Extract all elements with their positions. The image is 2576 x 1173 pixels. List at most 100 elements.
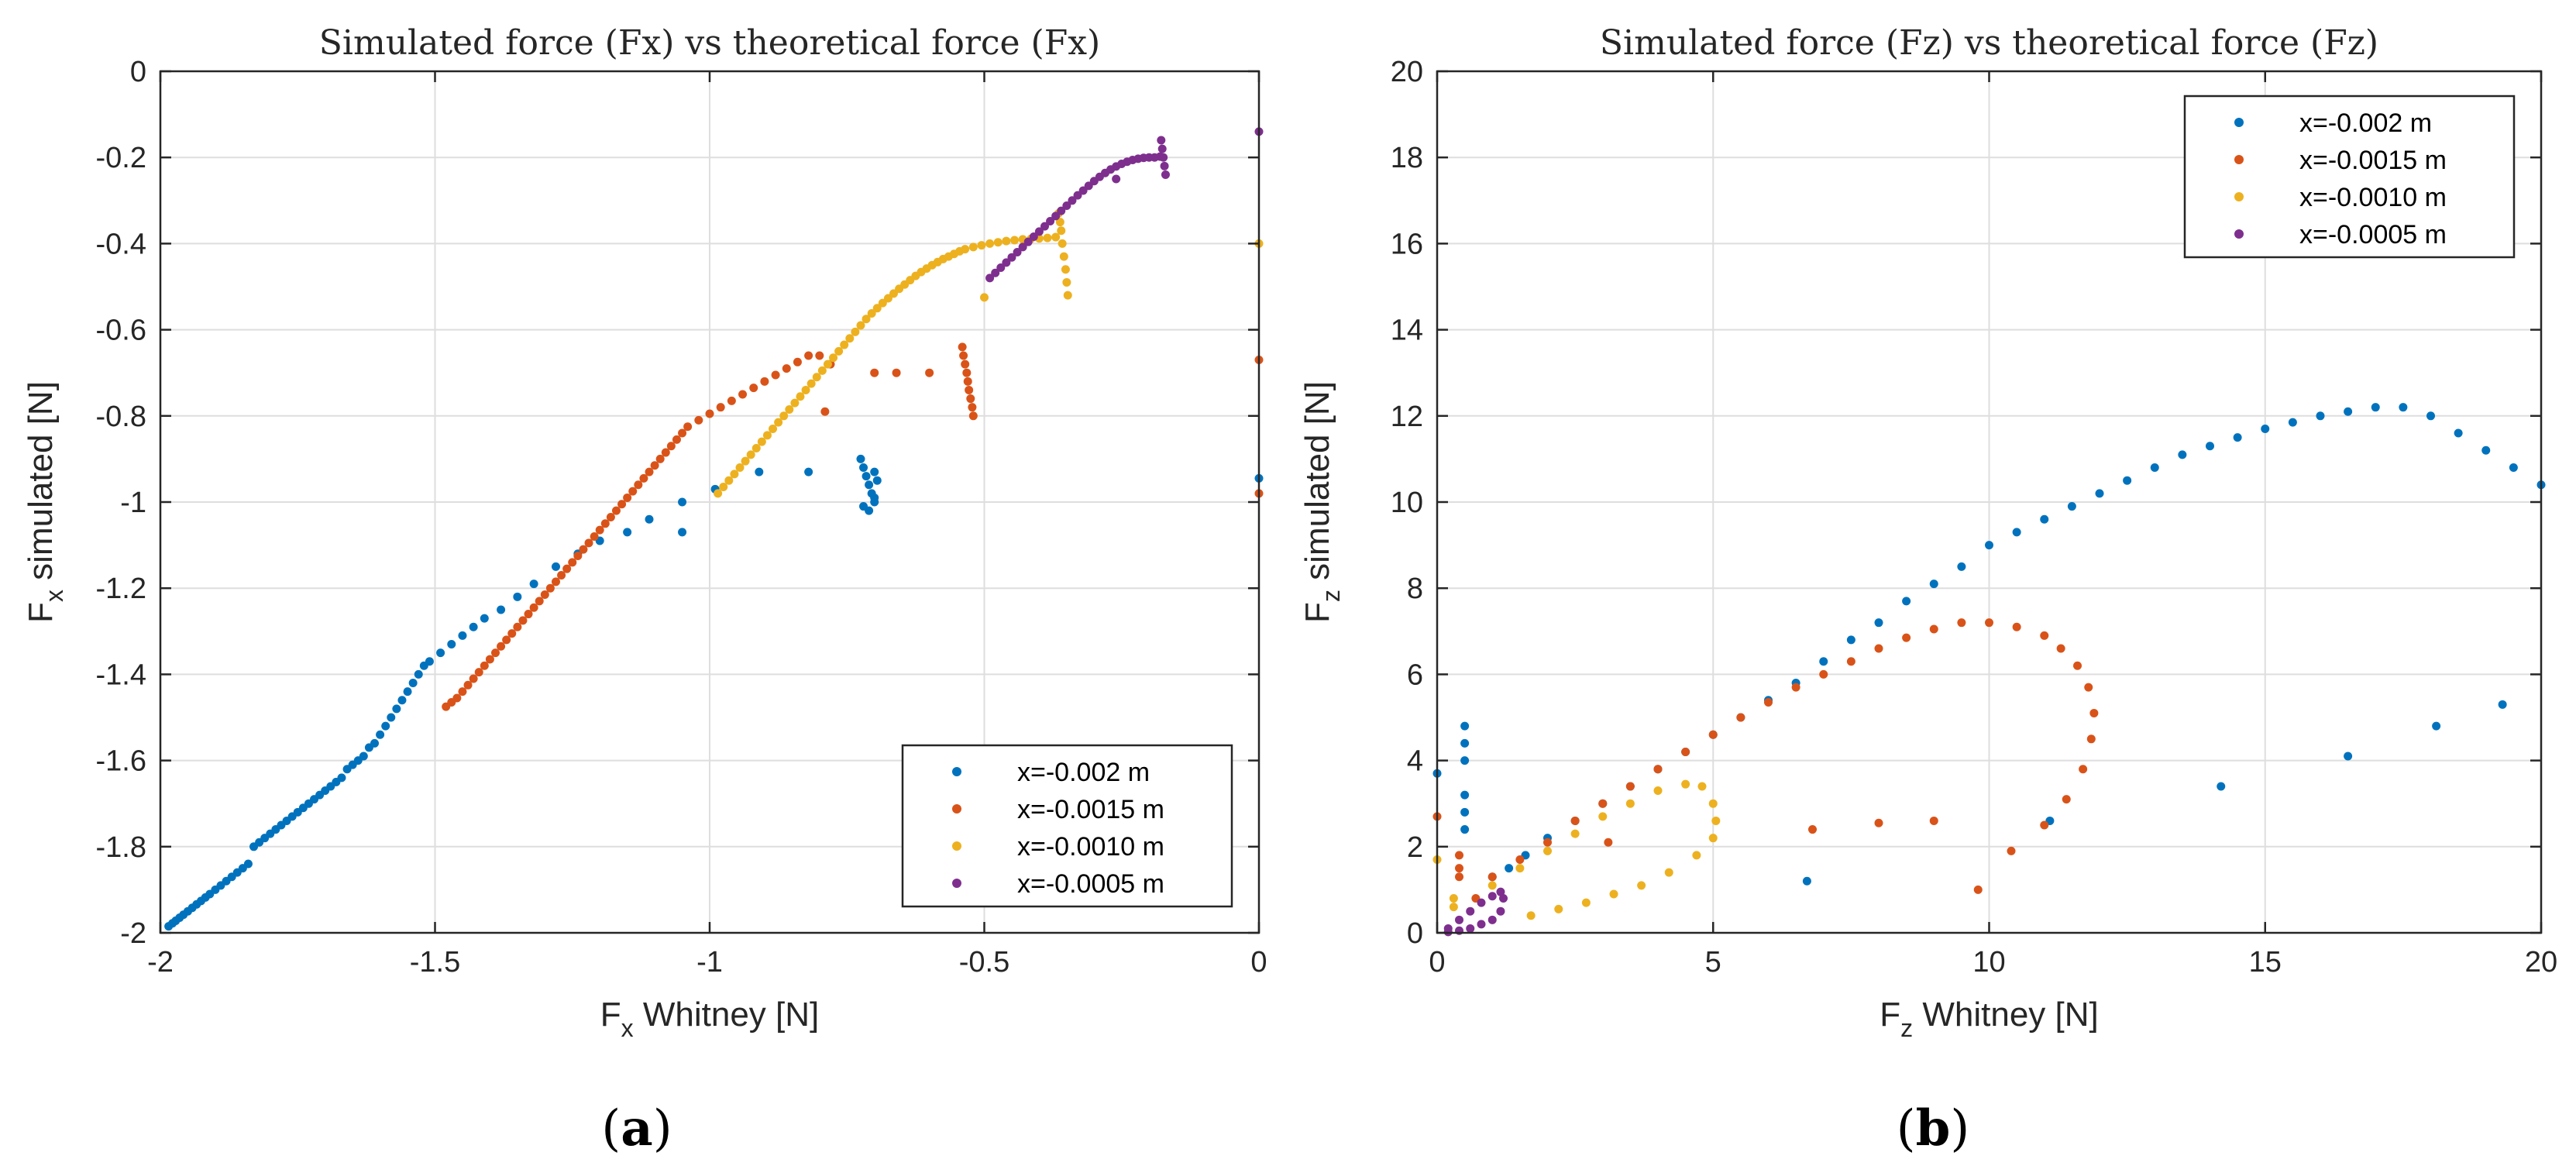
y-tick-label: 10: [1391, 487, 1423, 519]
legend-entry: x=-0.0005 m: [2299, 220, 2447, 249]
data-point: [1604, 838, 1613, 847]
data-point: [1161, 170, 1170, 179]
data-point: [966, 394, 975, 404]
data-point: [639, 473, 648, 483]
data-point: [1460, 807, 1470, 817]
data-point: [829, 353, 838, 363]
legend-marker: [2234, 155, 2244, 164]
data-point: [862, 472, 871, 481]
data-point: [1609, 889, 1618, 899]
data-point: [985, 239, 995, 248]
data-point: [545, 583, 555, 593]
data-point: [672, 435, 681, 444]
data-point: [1499, 894, 1508, 903]
data-point: [1819, 669, 1828, 679]
data-point: [714, 489, 723, 498]
data-point: [1029, 232, 1038, 242]
chart-a: -2 -1.5 -1 -0.5 0 -2 -1.8 -1.6 -1.4 -1.2 -1 -0.8 -0.…: [22, 23, 1267, 1042]
series-3: [1432, 779, 1721, 920]
data-point: [1846, 635, 1855, 645]
legend-entry: x=-0.0015 m: [1017, 795, 1164, 824]
y-tick-label: -0.2: [96, 142, 146, 174]
data-point: [694, 415, 703, 425]
data-point: [2073, 661, 2082, 670]
data-point: [392, 704, 401, 714]
data-point: [1058, 239, 1067, 248]
data-point: [996, 263, 1006, 273]
legend-marker: [952, 841, 961, 851]
data-point: [1764, 698, 1773, 707]
data-point: [1681, 779, 1690, 789]
data-point: [1455, 915, 1463, 924]
legend-marker: [2234, 192, 2244, 201]
data-point: [1460, 790, 1470, 800]
data-point: [817, 366, 827, 375]
x-tick-label: -0.5: [959, 946, 1009, 979]
data-point: [862, 315, 871, 324]
data-point: [1929, 624, 1938, 634]
data-point: [1449, 903, 1458, 912]
data-point: [785, 404, 794, 414]
data-point: [1598, 812, 1608, 821]
data-point: [1455, 864, 1463, 873]
data-point: [2012, 622, 2021, 631]
data-point: [458, 631, 467, 640]
data-point: [2079, 765, 2088, 774]
y-tick-label: -1.6: [96, 745, 146, 778]
data-point: [243, 859, 253, 869]
data-point: [774, 418, 783, 427]
data-point: [408, 679, 418, 688]
data-point: [749, 384, 758, 393]
x-tick-label: 10: [1972, 946, 2005, 979]
data-point: [606, 512, 615, 521]
data-point: [1455, 872, 1463, 882]
data-point: [1846, 657, 1855, 666]
data-point: [590, 531, 599, 541]
y-tick-label: 0: [1407, 917, 1423, 950]
data-point: [719, 483, 728, 492]
y-tick-label: -1.2: [96, 573, 146, 605]
data-point: [977, 241, 986, 250]
legend: x=-0.002 m x=-0.0015 m x=-0.0010 m x=-0.000…: [2183, 95, 2516, 259]
data-point: [2432, 721, 2441, 731]
data-point: [1496, 887, 1505, 896]
x-axis-label: Fx Whitney [N]: [600, 996, 820, 1042]
data-point: [513, 622, 522, 631]
panel-label-b: (b): [1897, 1099, 1970, 1158]
data-point: [1808, 825, 1817, 834]
data-point: [812, 373, 821, 382]
data-point: [856, 321, 865, 330]
data-point: [1068, 196, 1077, 205]
data-point: [584, 538, 593, 548]
data-point: [724, 476, 734, 485]
data-point: [961, 245, 970, 254]
data-point: [1515, 855, 1525, 864]
x-tick-label: -2: [147, 946, 174, 979]
series-4: [985, 127, 1264, 283]
data-point: [762, 431, 772, 440]
data-point: [1625, 782, 1635, 791]
data-point: [1157, 136, 1166, 145]
data-point: [746, 450, 755, 459]
data-point: [463, 680, 473, 690]
data-point: [1051, 232, 1061, 242]
data-point: [968, 403, 977, 412]
data-point: [535, 597, 544, 606]
data-point: [1487, 872, 1497, 882]
data-point: [870, 368, 879, 377]
data-point: [1487, 881, 1497, 890]
data-point: [705, 409, 714, 418]
data-point: [1046, 216, 1055, 225]
data-point: [892, 368, 901, 377]
data-point: [870, 467, 879, 476]
data-point: [1496, 906, 1505, 916]
data-point: [755, 467, 764, 476]
legend: x=-0.002 m x=-0.0015 m x=-0.0010 m x=-0.000…: [901, 744, 1233, 908]
data-point: [771, 370, 780, 380]
data-point: [2086, 734, 2096, 744]
data-point: [600, 519, 610, 528]
legend-entry: x=-0.0010 m: [1017, 832, 1164, 862]
data-point: [678, 528, 687, 537]
data-point: [779, 411, 789, 421]
y-tick-label: -0.8: [96, 401, 146, 433]
